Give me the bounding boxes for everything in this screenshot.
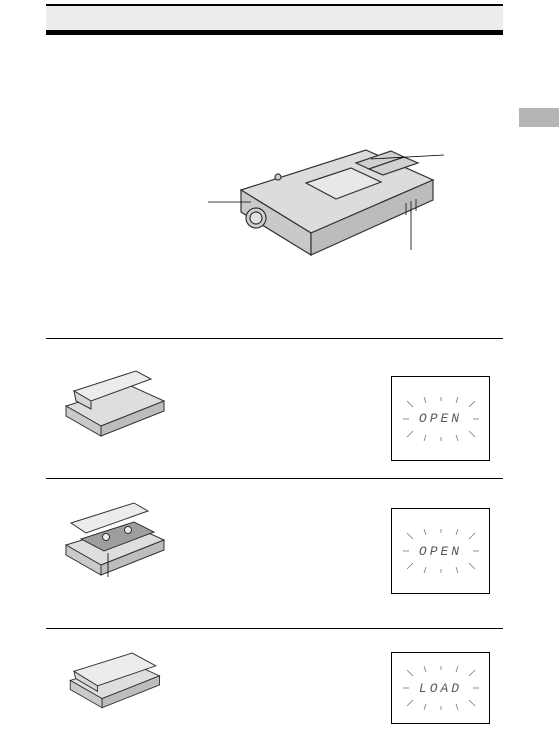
- lcd-display-1: OPEN: [391, 376, 490, 461]
- device-illustration: [206, 115, 451, 282]
- step-section-1: OPEN: [46, 338, 503, 478]
- cassette-open-icon: [56, 351, 171, 441]
- lcd-text-2: OPEN: [419, 544, 462, 559]
- cassette-insert-icon: [56, 487, 171, 577]
- lcd-text-1: OPEN: [419, 411, 462, 426]
- header-bar: [46, 4, 503, 35]
- step-section-2: OPEN: [46, 478, 503, 628]
- cassette-closing-icon: [56, 633, 171, 715]
- side-tab-marker: [519, 108, 559, 127]
- lcd-text-3: LOAD: [419, 681, 462, 696]
- lcd-display-3: LOAD: [391, 652, 490, 724]
- step-section-3: LOAD: [46, 628, 503, 730]
- lcd-display-2: OPEN: [391, 508, 490, 594]
